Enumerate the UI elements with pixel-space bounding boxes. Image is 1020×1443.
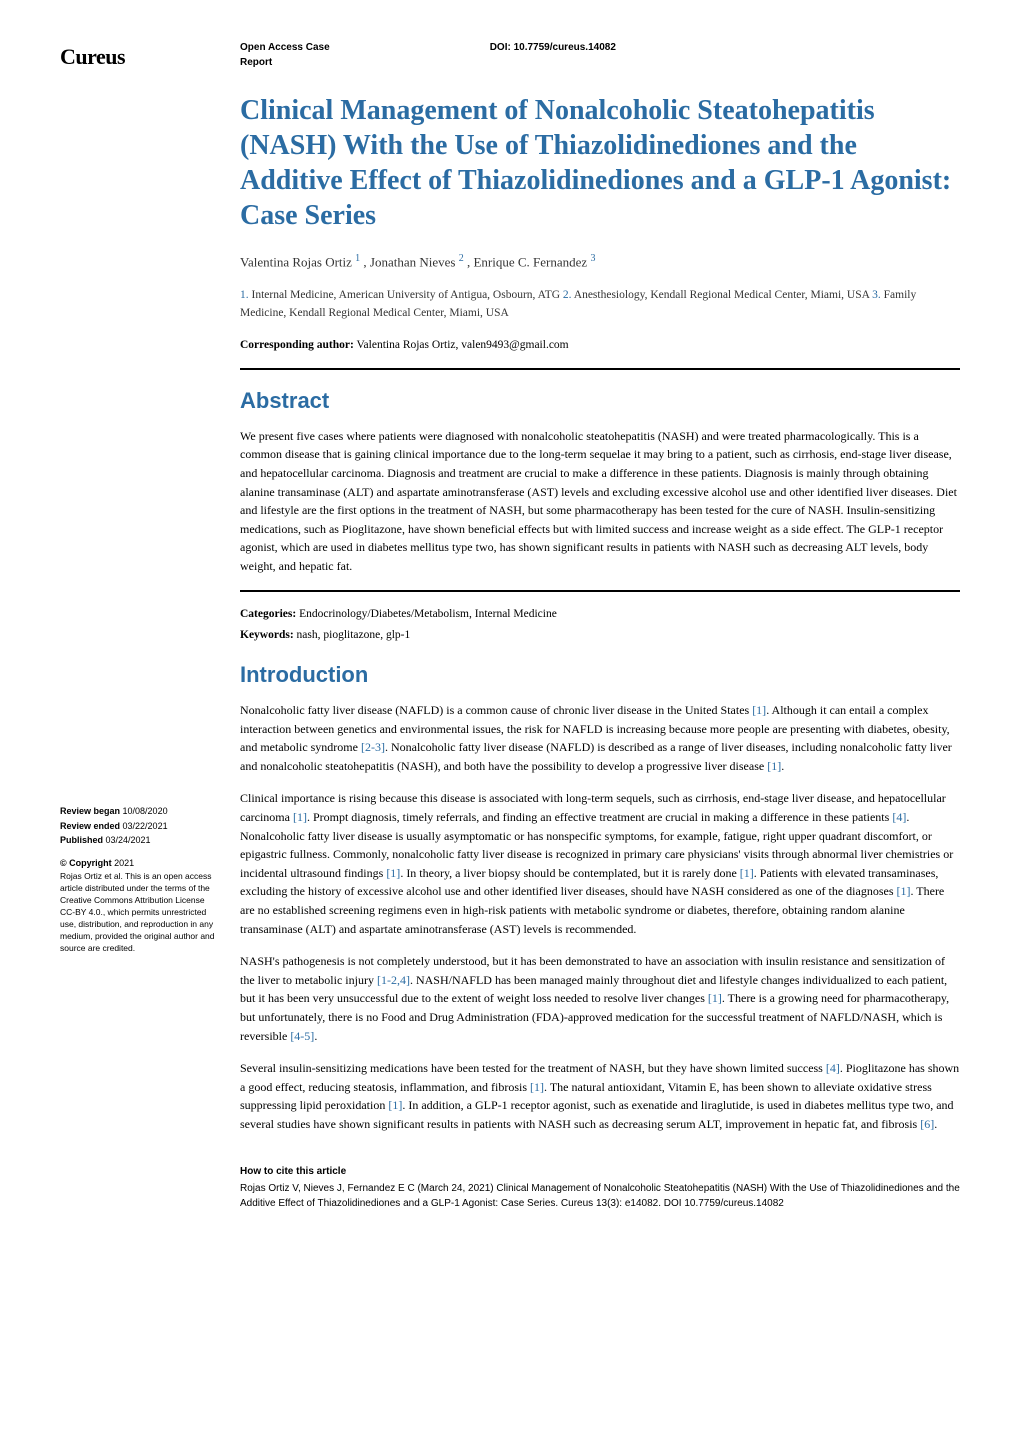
review-ended: Review ended 03/22/2021 xyxy=(60,820,220,833)
t: . xyxy=(934,1117,937,1131)
cite[interactable]: [1] xyxy=(767,759,781,773)
cite[interactable]: [2-3] xyxy=(361,740,385,754)
cite[interactable]: [1] xyxy=(293,810,307,824)
published: Published 03/24/2021 xyxy=(60,834,220,847)
t: Nonalcoholic fatty liver disease (NAFLD)… xyxy=(240,703,752,717)
article-title: Clinical Management of Nonalcoholic Stea… xyxy=(240,93,960,233)
intro-heading: Introduction xyxy=(240,658,960,691)
header-meta: Open Access Case Report DOI: 10.7759/cur… xyxy=(240,40,616,70)
cite[interactable]: [1] xyxy=(708,991,722,1005)
review-ended-value: 03/22/2021 xyxy=(120,821,168,831)
author-affil-2: 2 xyxy=(459,253,464,264)
categories: Categories: Endocrinology/Diabetes/Metab… xyxy=(240,606,960,623)
abstract-text: We present five cases where patients wer… xyxy=(240,427,960,576)
header-row: Cureus Open Access Case Report DOI: 10.7… xyxy=(60,40,960,73)
t: . xyxy=(314,1029,317,1043)
intro-p1: Nonalcoholic fatty liver disease (NAFLD)… xyxy=(240,701,960,775)
corresponding-author: Corresponding author: Valentina Rojas Or… xyxy=(240,337,960,354)
affil-num-1: 1. xyxy=(240,289,249,301)
cite[interactable]: [1] xyxy=(752,703,766,717)
cite[interactable]: [1-2,4] xyxy=(377,973,410,987)
intro-body: Nonalcoholic fatty liver disease (NAFLD)… xyxy=(240,701,960,1133)
review-ended-label: Review ended xyxy=(60,821,120,831)
affil-num-2: 2. xyxy=(563,289,572,301)
author-affil-3: 3 xyxy=(590,253,595,264)
cite[interactable]: [4] xyxy=(826,1061,840,1075)
t: . Prompt diagnosis, timely referrals, an… xyxy=(307,810,892,824)
cite[interactable]: [4-5] xyxy=(290,1029,314,1043)
page: Cureus Open Access Case Report DOI: 10.7… xyxy=(0,0,1020,1231)
copyright-body: Rojas Ortiz et al. This is an open acces… xyxy=(60,871,220,954)
corresponding-value: Valentina Rojas Ortiz, valen9493@gmail.c… xyxy=(354,339,569,351)
rule-mid xyxy=(240,590,960,592)
t: . xyxy=(781,759,784,773)
review-began-label: Review began xyxy=(60,806,120,816)
footer: How to cite this article Rojas Ortiz V, … xyxy=(60,1164,960,1211)
cite-body: Rojas Ortiz V, Nieves J, Fernandez E C (… xyxy=(240,1181,960,1211)
article-type-line2: Report xyxy=(240,57,272,68)
intro-p3: NASH's pathogenesis is not completely un… xyxy=(240,952,960,1045)
rule-top xyxy=(240,368,960,370)
intro-p4: Several insulin-sensitizing medications … xyxy=(240,1059,960,1133)
main-content: Clinical Management of Nonalcoholic Stea… xyxy=(240,93,960,1134)
article-type-line1: Open Access Case xyxy=(240,42,330,53)
cite[interactable]: [1] xyxy=(386,866,400,880)
cite[interactable]: [1] xyxy=(388,1098,402,1112)
review-began-value: 10/08/2020 xyxy=(120,806,168,816)
copyright-head-text: © Copyright xyxy=(60,858,112,868)
doi-value: 10.7759/cureus.14082 xyxy=(514,42,616,53)
affil-num-3: 3. xyxy=(872,289,881,301)
review-began: Review began 10/08/2020 xyxy=(60,805,220,818)
abstract-heading: Abstract xyxy=(240,384,960,417)
author-affil-1: 1 xyxy=(355,253,360,264)
t: . In theory, a liver biopsy should be co… xyxy=(400,866,739,880)
published-value: 03/24/2021 xyxy=(103,835,151,845)
doi-label: DOI: xyxy=(490,42,511,53)
doi: DOI: 10.7759/cureus.14082 xyxy=(490,40,616,70)
intro-p2: Clinical importance is rising because th… xyxy=(240,789,960,938)
published-label: Published xyxy=(60,835,103,845)
cite-heading: How to cite this article xyxy=(240,1164,960,1179)
affiliations: 1. Internal Medicine, American Universit… xyxy=(240,286,960,323)
authors: Valentina Rojas Ortiz 1 , Jonathan Nieve… xyxy=(240,251,960,272)
corresponding-label: Corresponding author: xyxy=(240,339,354,351)
cite[interactable]: [1] xyxy=(740,866,754,880)
categories-label: Categories: xyxy=(240,608,296,620)
journal-logo: Cureus xyxy=(60,40,240,73)
article-type: Open Access Case Report xyxy=(240,40,330,70)
affil-2: Anesthesiology, Kendall Regional Medical… xyxy=(572,289,873,301)
keywords-value: nash, pioglitazone, glp-1 xyxy=(294,629,411,641)
copyright-year: 2021 xyxy=(112,858,135,868)
keywords-label: Keywords: xyxy=(240,629,294,641)
t: Several insulin-sensitizing medications … xyxy=(240,1061,826,1075)
sidebar: Review began 10/08/2020 Review ended 03/… xyxy=(60,805,220,955)
cite[interactable]: [1] xyxy=(530,1080,544,1094)
copyright-heading: © Copyright 2021 xyxy=(60,857,220,870)
cite[interactable]: [1] xyxy=(897,884,911,898)
cite[interactable]: [6] xyxy=(920,1117,934,1131)
cite[interactable]: [4] xyxy=(892,810,906,824)
keywords: Keywords: nash, pioglitazone, glp-1 xyxy=(240,627,960,644)
categories-value: Endocrinology/Diabetes/Metabolism, Inter… xyxy=(296,608,557,620)
affil-1: Internal Medicine, American University o… xyxy=(249,289,563,301)
abstract-body: We present five cases where patients wer… xyxy=(240,427,960,576)
